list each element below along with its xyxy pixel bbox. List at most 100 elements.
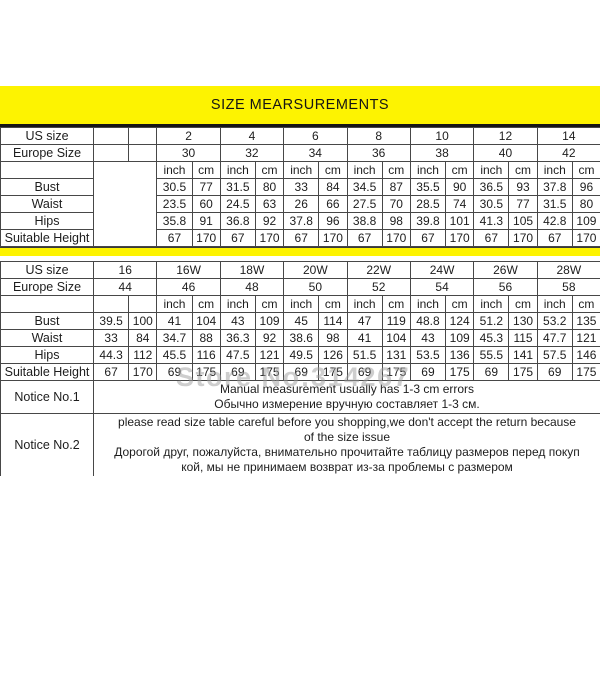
measurement-value: 69 xyxy=(537,364,572,381)
measurement-value: 67 xyxy=(220,230,255,247)
empty-cell xyxy=(1,162,94,179)
us-size-value: 16W xyxy=(157,262,220,279)
unit-cm: cm xyxy=(572,296,600,313)
measurement-value: 175 xyxy=(509,364,537,381)
empty-cell xyxy=(94,128,129,145)
measurement-value: 60 xyxy=(192,196,220,213)
measurement-value: 80 xyxy=(572,196,600,213)
measurement-value: 44.3 xyxy=(94,347,129,364)
row-label-measurement: Hips xyxy=(1,213,94,230)
row-label-measurement: Waist xyxy=(1,330,94,347)
measurement-value: 121 xyxy=(572,330,600,347)
measurement-value: 92 xyxy=(255,213,283,230)
us-size-value: 28W xyxy=(537,262,600,279)
measurement-value: 47.7 xyxy=(537,330,572,347)
measurement-value: 47 xyxy=(347,313,382,330)
measurement-value: 170 xyxy=(129,364,157,381)
notice-line: please read size table careful before yo… xyxy=(96,415,598,430)
measurement-value: 38.8 xyxy=(347,213,382,230)
europe-size-value: 54 xyxy=(410,279,473,296)
measurement-value: 31.5 xyxy=(220,179,255,196)
measurement-value: 131 xyxy=(382,347,410,364)
measurement-value: 96 xyxy=(319,213,347,230)
notice-line: of the size issue xyxy=(96,430,598,445)
unit-inch: inch xyxy=(157,296,192,313)
europe-size-value: 50 xyxy=(284,279,347,296)
measurement-value: 41 xyxy=(347,330,382,347)
unit-inch: inch xyxy=(220,162,255,179)
row-label-us-size: US size xyxy=(1,128,94,145)
measurement-value: 109 xyxy=(572,213,600,230)
measurement-value: 130 xyxy=(509,313,537,330)
europe-size-value: 32 xyxy=(220,145,283,162)
measurement-value: 124 xyxy=(446,313,474,330)
measurement-value: 170 xyxy=(572,230,600,247)
us-size-value: 22W xyxy=(347,262,410,279)
measurement-value: 91 xyxy=(192,213,220,230)
europe-size-value: 44 xyxy=(94,279,157,296)
measurement-value: 136 xyxy=(446,347,474,364)
unit-cm: cm xyxy=(509,296,537,313)
empty-gap-cell xyxy=(94,162,157,247)
measurement-value: 77 xyxy=(509,196,537,213)
measurement-value: 47.5 xyxy=(220,347,255,364)
measurement-value: 43 xyxy=(220,313,255,330)
measurement-value: 36.3 xyxy=(220,330,255,347)
row-label-measurement: Suitable Height xyxy=(1,230,94,247)
measurement-value: 101 xyxy=(446,213,474,230)
measurement-value: 109 xyxy=(255,313,283,330)
empty-cell xyxy=(129,128,157,145)
yellow-divider xyxy=(0,247,600,256)
unit-cm: cm xyxy=(192,296,220,313)
measurement-value: 77 xyxy=(192,179,220,196)
empty-cell xyxy=(94,145,129,162)
europe-size-value: 40 xyxy=(474,145,537,162)
measurement-value: 114 xyxy=(319,313,347,330)
measurement-value: 121 xyxy=(255,347,283,364)
measurement-value: 24.5 xyxy=(220,196,255,213)
europe-size-value: 30 xyxy=(157,145,220,162)
measurement-value: 48.8 xyxy=(410,313,445,330)
measurement-value: 170 xyxy=(319,230,347,247)
measurement-value: 67 xyxy=(410,230,445,247)
measurement-value: 141 xyxy=(509,347,537,364)
measurement-value: 43 xyxy=(410,330,445,347)
row-label-europe-size: Europe Size xyxy=(1,145,94,162)
europe-size-value: 52 xyxy=(347,279,410,296)
measurement-value: 175 xyxy=(192,364,220,381)
empty-cell xyxy=(129,296,157,313)
measurement-value: 69 xyxy=(410,364,445,381)
measurement-value: 35.5 xyxy=(410,179,445,196)
notice-text: Manual measurement usually has 1-3 cm er… xyxy=(94,381,600,414)
row-label-measurement: Bust xyxy=(1,313,94,330)
measurement-value: 41 xyxy=(157,313,192,330)
measurement-value: 69 xyxy=(474,364,509,381)
measurement-value: 27.5 xyxy=(347,196,382,213)
measurement-value: 175 xyxy=(319,364,347,381)
measurement-value: 175 xyxy=(446,364,474,381)
measurement-value: 93 xyxy=(509,179,537,196)
europe-size-value: 36 xyxy=(347,145,410,162)
measurement-value: 38.6 xyxy=(284,330,319,347)
europe-size-value: 42 xyxy=(537,145,600,162)
measurement-value: 170 xyxy=(446,230,474,247)
measurement-value: 66 xyxy=(319,196,347,213)
europe-size-value: 34 xyxy=(284,145,347,162)
unit-inch: inch xyxy=(410,296,445,313)
title-banner: SIZE MEARSUREMENTS xyxy=(0,86,600,127)
europe-size-value: 48 xyxy=(220,279,283,296)
europe-size-value: 46 xyxy=(157,279,220,296)
measurement-value: 67 xyxy=(94,364,129,381)
empty-cell xyxy=(1,296,94,313)
measurement-value: 88 xyxy=(192,330,220,347)
